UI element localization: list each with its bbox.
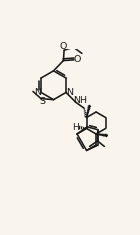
Text: N: N <box>34 88 41 97</box>
Text: H: H <box>73 123 79 132</box>
Text: S: S <box>40 97 46 106</box>
Text: N: N <box>66 88 73 97</box>
Text: O: O <box>60 43 67 51</box>
Text: O: O <box>73 55 81 64</box>
Text: NH: NH <box>73 96 87 106</box>
